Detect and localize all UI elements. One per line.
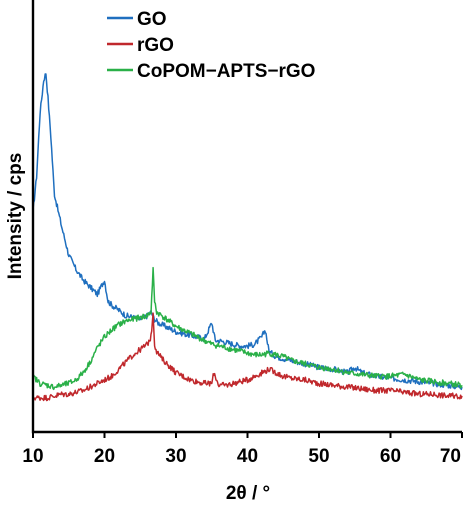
x-axis-ticks (32, 432, 463, 438)
x-tick-label: 70 (440, 446, 461, 467)
x-axis-tick-labels: 10 20 30 40 50 60 70 (22, 446, 461, 467)
legend-label: CoPOM−APTS−rGO (137, 61, 315, 82)
x-tick-label: 10 (22, 446, 43, 467)
x-tick-label: 30 (165, 446, 186, 467)
series-layer (32, 73, 463, 402)
x-tick-label: 40 (237, 446, 258, 467)
x-tick-label: 20 (94, 446, 115, 467)
x-tick-label: 50 (308, 446, 329, 467)
x-tick-label: 60 (380, 446, 401, 467)
legend-label: rGO (137, 35, 174, 56)
x-axis-label: 2θ / ° (226, 483, 270, 504)
y-axis-label: Intensity / cps (5, 153, 26, 280)
legend-label: GO (137, 9, 167, 30)
series-line-go (32, 73, 463, 391)
series-line-rgo (32, 312, 463, 402)
legend: GO rGO CoPOM−APTS−rGO (107, 9, 315, 82)
series-line-copom-apts-rgo (32, 266, 463, 391)
